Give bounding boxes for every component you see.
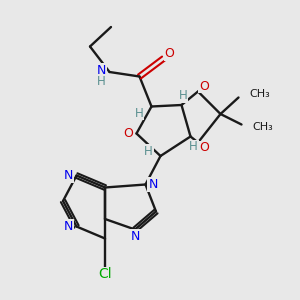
Text: N: N [96, 64, 106, 77]
Text: CH₃: CH₃ [249, 89, 270, 100]
Text: N: N [63, 220, 73, 233]
Text: O: O [199, 80, 209, 93]
Text: O: O [165, 47, 174, 61]
Text: O: O [199, 141, 209, 154]
Text: H: H [178, 89, 188, 102]
Text: H: H [134, 106, 143, 120]
Text: O: O [123, 127, 133, 140]
Text: N: N [63, 169, 73, 182]
Text: CH₃: CH₃ [252, 122, 273, 132]
Text: N: N [148, 178, 158, 191]
Text: N: N [130, 230, 140, 243]
Text: H: H [189, 140, 198, 154]
Text: H: H [97, 75, 106, 88]
Text: H: H [144, 145, 153, 158]
Text: Cl: Cl [98, 268, 112, 281]
